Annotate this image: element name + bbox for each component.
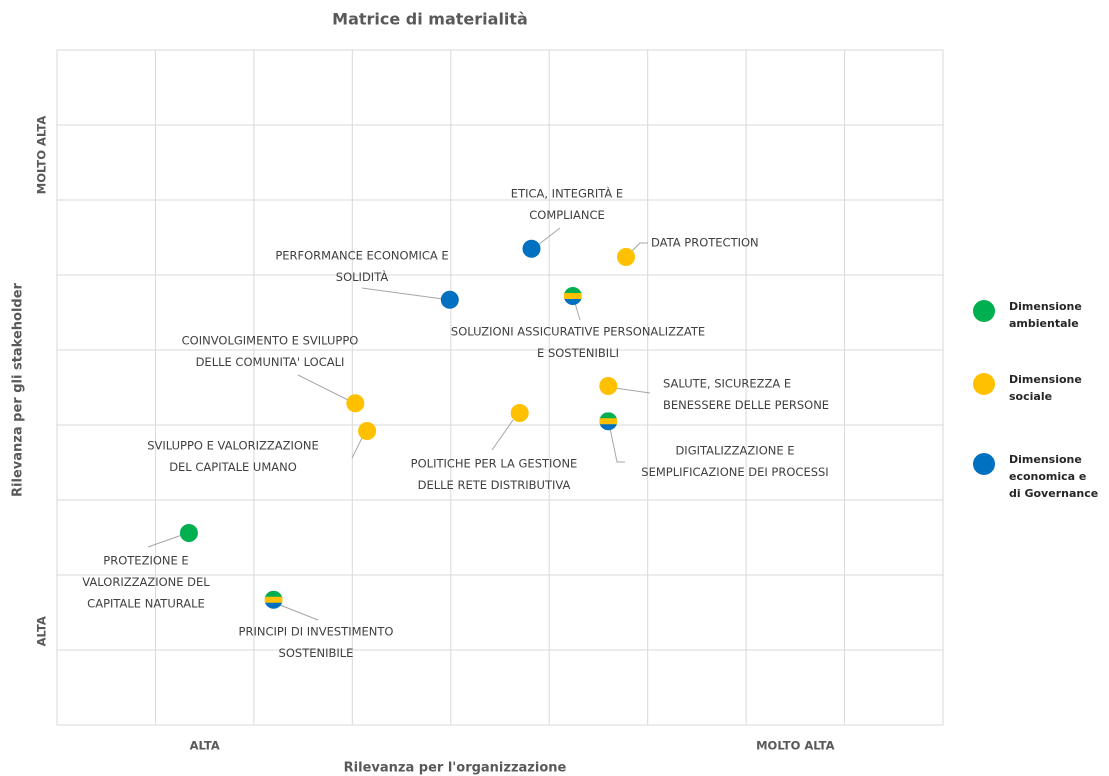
- point: [563, 287, 582, 305]
- leader-line: [279, 604, 319, 621]
- point: [617, 248, 636, 266]
- point-label: SEMPLIFICAZIONE DEI PROCESSI: [641, 465, 828, 479]
- x-tick-label: ALTA: [190, 739, 220, 753]
- point-stripe: [563, 299, 582, 305]
- y-tick-label: MOLTO ALTA: [35, 116, 49, 195]
- legend-swatch: [973, 453, 995, 475]
- point-label: E SOSTENIBILI: [537, 346, 619, 360]
- point-label: COINVOLGIMENTO E SVILUPPO: [182, 334, 359, 348]
- point-stripe: [264, 596, 283, 604]
- point-stripe: [264, 602, 283, 609]
- point-label: COMPLIANCE: [529, 208, 605, 222]
- leader-line: [297, 374, 349, 401]
- point-stripe: [264, 590, 283, 598]
- point-label: DATA PROTECTION: [651, 236, 759, 250]
- legend-item: Dimensione ambientale: [973, 300, 1103, 332]
- chart-title: Matrice di materialità: [332, 10, 528, 29]
- point-label: SOLIDITÀ: [336, 269, 389, 284]
- point-label: VALORIZZAZIONE DEL: [82, 575, 210, 589]
- leader-line: [574, 302, 581, 321]
- point-stripe: [563, 293, 582, 300]
- legend-swatch: [973, 373, 995, 395]
- point: [510, 404, 529, 422]
- point: [599, 412, 618, 431]
- point-label: POLITICHE PER LA GESTIONE: [411, 457, 578, 471]
- point-label: CAPITALE NATURALE: [87, 597, 205, 611]
- legend-swatch: [973, 300, 995, 322]
- point: [599, 377, 618, 395]
- x-axis-title: Rilevanza per l'organizzazione: [344, 761, 567, 776]
- leader-line: [351, 437, 363, 459]
- point: [522, 239, 541, 258]
- point-stripe: [599, 418, 618, 425]
- point-stripe: [599, 424, 618, 431]
- x-tick-label: MOLTO ALTA: [756, 739, 835, 753]
- point-label: SOSTENIBILE: [279, 646, 354, 660]
- point-label: SVILUPPO E VALORIZZAZIONE: [147, 439, 319, 453]
- point-label: PRINCIPI DI INVESTIMENTO: [239, 625, 394, 639]
- legend-label: Dimensione sociale: [1009, 373, 1082, 403]
- y-axis-title: Rilevanza per gli stakeholder: [11, 282, 26, 497]
- legend-label: Dimensione economica e di Governance: [1009, 453, 1099, 500]
- point-stripe: [599, 412, 618, 419]
- point-label: DEL CAPITALE UMANO: [169, 460, 297, 474]
- point: [358, 422, 377, 440]
- leader-line: [614, 387, 651, 394]
- plot-area: [56, 49, 944, 726]
- leader-line: [491, 419, 514, 451]
- point-label: DELLE COMUNITA' LOCALI: [196, 355, 345, 369]
- point: [264, 590, 283, 609]
- leader-line: [609, 427, 625, 463]
- leader-line: [147, 534, 183, 548]
- point-label: ETICA, INTEGRITÀ E: [511, 186, 623, 201]
- point: [346, 394, 365, 413]
- legend-label: Dimensione ambientale: [1009, 300, 1082, 330]
- y-tick-label: ALTA: [35, 616, 49, 646]
- point-label: DELLE RETE DISTRIBUTIVA: [418, 478, 571, 492]
- point-stripe: [563, 287, 582, 294]
- point-label: PERFORMANCE ECONOMICA E: [275, 249, 448, 263]
- legend-item: Dimensione sociale: [973, 373, 1103, 405]
- leader-line: [629, 242, 648, 254]
- point: [179, 524, 198, 542]
- point-label: DIGITALIZZAZIONE E: [675, 444, 794, 458]
- point-label: SALUTE, SICUREZZA E: [663, 377, 791, 391]
- legend-item: Dimensione economica e di Governance: [973, 453, 1103, 502]
- point-label: SOLUZIONI ASSICURATIVE PERSONALIZZATE: [451, 325, 705, 339]
- leader-line: [361, 287, 444, 300]
- point: [440, 290, 459, 309]
- point-label: PROTEZIONE E: [103, 554, 188, 568]
- point-label: BENESSERE DELLE PERSONE: [663, 398, 829, 412]
- leader-line: [537, 227, 561, 246]
